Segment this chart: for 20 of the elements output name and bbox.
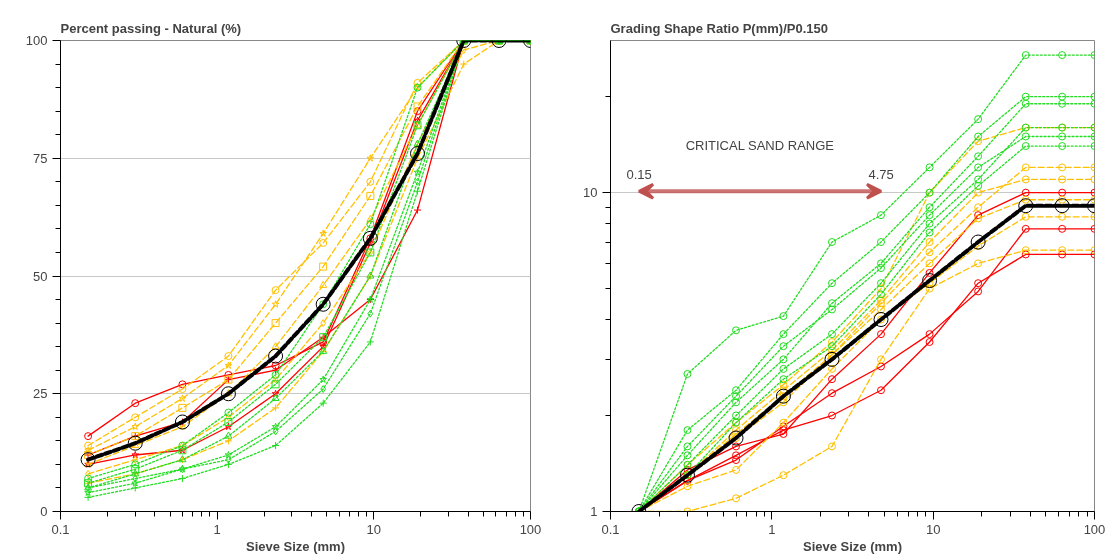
y-tick-label: 25 <box>33 386 48 402</box>
x-tick-label: 10 <box>366 521 382 537</box>
x-axis-title: Sieve Size (mm) <box>246 538 346 554</box>
x-tick-label: 1 <box>768 521 776 537</box>
chart-title: Grading Shape Ratio P(mm)/P0.150 <box>610 20 828 36</box>
annotation: CRITICAL SAND RANGE <box>685 138 835 154</box>
annotation: 4.75 <box>868 167 894 183</box>
y-tick-label: 100 <box>25 33 48 48</box>
x-tick-label: 100 <box>1083 521 1106 537</box>
x-tick-label: 100 <box>519 521 542 537</box>
x-axis-title: Sieve Size (mm) <box>803 538 903 554</box>
x-tick-label: 0.1 <box>601 521 620 537</box>
x-tick-label: 0.1 <box>51 521 70 537</box>
chart-title: Percent passing - Natural (%) <box>60 20 242 36</box>
y-tick-label: 0 <box>40 504 48 519</box>
x-tick-label: 10 <box>925 521 941 537</box>
annotation: 0.15 <box>626 167 652 183</box>
y-tick-label: 50 <box>33 268 48 284</box>
x-tick-label: 1 <box>213 521 221 537</box>
y-tick-label: 75 <box>33 150 48 166</box>
